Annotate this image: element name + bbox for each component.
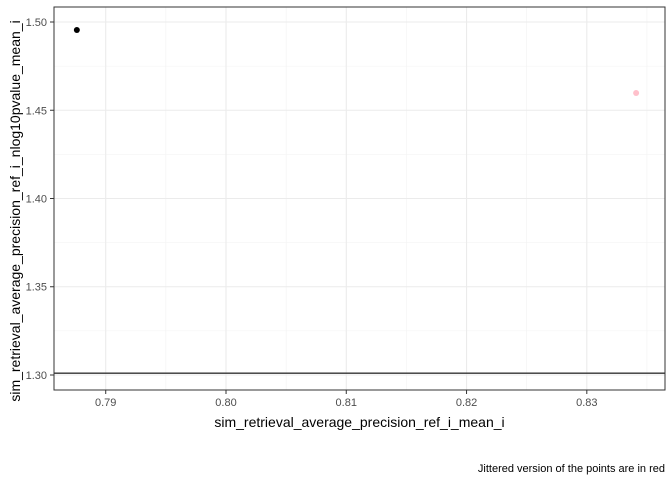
x-tick-label: 0.80	[215, 397, 236, 409]
chart-caption: Jittered version of the points are in re…	[478, 463, 665, 475]
y-tick-label: 1.35	[26, 282, 47, 294]
point-points	[73, 26, 80, 33]
x-tick-label: 0.81	[336, 397, 357, 409]
x-tick-label: 0.82	[456, 397, 477, 409]
x-tick-label: 0.83	[576, 397, 597, 409]
data-points	[73, 26, 640, 96]
y-axis-ticks: 1.30 1.35 1.40 1.45 1.50	[26, 17, 54, 382]
y-tick-label: 1.45	[26, 105, 47, 117]
y-tick-label: 1.50	[26, 17, 47, 29]
point-jittered	[633, 89, 640, 96]
major-gridlines	[54, 7, 665, 390]
x-tick-label: 0.79	[95, 397, 116, 409]
y-axis-title: sim_retrieval_average_precision_ref_i_nl…	[7, 20, 23, 401]
x-axis-ticks: 0.79 0.80 0.81 0.82 0.83	[95, 390, 598, 409]
y-tick-label: 1.40	[26, 194, 47, 206]
x-axis-title: sim_retrieval_average_precision_ref_i_me…	[214, 414, 504, 430]
y-tick-label: 1.30	[26, 370, 47, 382]
